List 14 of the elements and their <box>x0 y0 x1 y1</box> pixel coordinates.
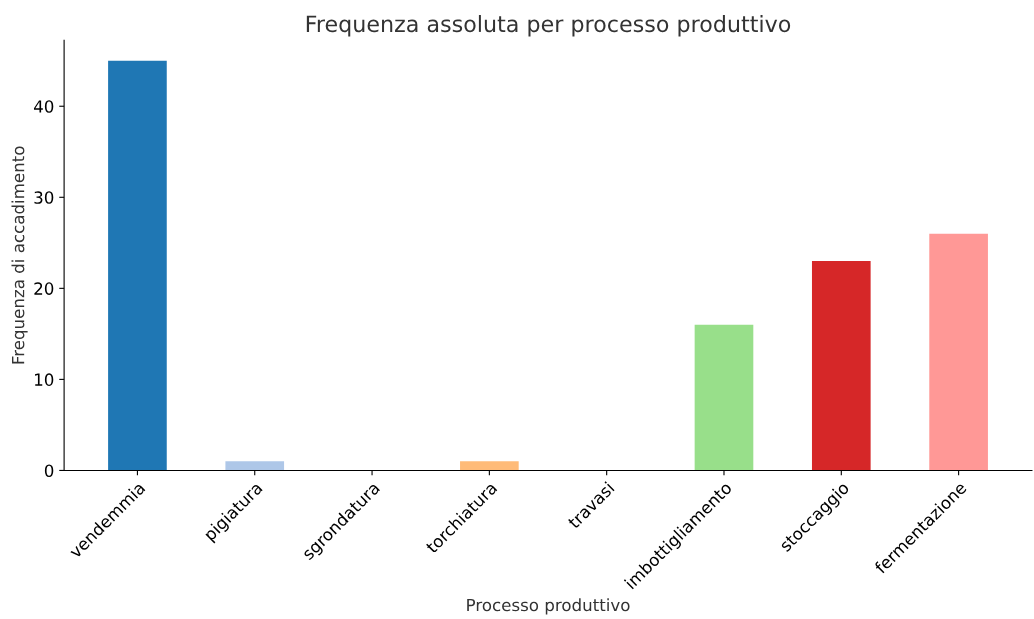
bar <box>811 261 871 471</box>
x-axis-title: Processo produttivo <box>467 598 630 615</box>
y-tick-label: 40 <box>33 100 54 113</box>
chart-title: Frequenza assoluta per processo produttivo <box>306 15 791 37</box>
y-axis-title: Frequenza di accadimento <box>11 146 28 364</box>
bar <box>225 461 285 471</box>
y-tick-label: 0 <box>44 464 54 478</box>
bar <box>929 233 988 471</box>
bar <box>694 324 754 471</box>
bar <box>108 60 167 471</box>
bar <box>460 461 519 471</box>
y-tick-label: 30 <box>34 191 54 204</box>
y-tick-label: 10 <box>35 373 54 386</box>
y-tick-label: 20 <box>34 282 54 295</box>
